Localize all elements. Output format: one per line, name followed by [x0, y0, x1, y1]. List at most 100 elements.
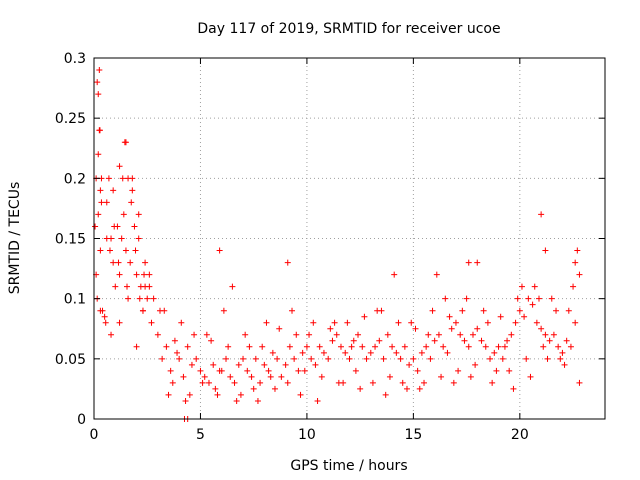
data-point — [212, 385, 219, 392]
data-point — [325, 355, 332, 362]
data-point — [148, 319, 155, 326]
data-point — [116, 319, 123, 326]
data-point — [95, 151, 102, 158]
data-point — [227, 373, 234, 380]
data-point — [561, 361, 568, 368]
data-point — [572, 259, 579, 266]
data-point — [101, 313, 108, 320]
data-point — [499, 355, 506, 362]
data-point — [382, 391, 389, 398]
data-point — [178, 319, 185, 326]
data-point — [97, 307, 104, 314]
data-point — [176, 355, 183, 362]
y-axis-label: SRMTID / TECUs — [7, 182, 23, 295]
data-point — [216, 367, 223, 374]
data-point — [386, 373, 393, 380]
data-point — [376, 337, 383, 344]
data-point — [184, 343, 191, 350]
data-point — [369, 379, 376, 386]
data-point — [96, 67, 103, 74]
data-point — [346, 355, 353, 362]
data-point — [531, 283, 538, 290]
data-point — [363, 355, 370, 362]
y-tick-label: 0.05 — [55, 352, 86, 368]
data-point — [559, 349, 566, 356]
data-point — [240, 355, 247, 362]
data-point — [291, 355, 298, 362]
data-point — [487, 355, 494, 362]
data-point — [480, 307, 487, 314]
data-point — [401, 343, 408, 350]
data-point — [474, 259, 481, 266]
y-tick-label: 0.2 — [64, 171, 86, 187]
data-point — [135, 211, 142, 218]
data-point — [284, 379, 291, 386]
data-point — [125, 175, 132, 182]
data-point — [257, 379, 264, 386]
data-point — [542, 331, 549, 338]
data-point — [146, 283, 153, 290]
data-point — [233, 397, 240, 404]
data-point — [197, 367, 204, 374]
data-point — [278, 373, 285, 380]
data-point — [389, 343, 396, 350]
data-point — [444, 349, 451, 356]
data-point — [527, 373, 534, 380]
data-point — [229, 283, 236, 290]
data-point — [142, 259, 149, 266]
data-point — [303, 343, 310, 350]
data-point — [263, 319, 270, 326]
data-point — [111, 223, 118, 230]
data-point — [110, 187, 117, 194]
data-point — [540, 343, 547, 350]
data-point — [316, 343, 323, 350]
data-point — [188, 361, 195, 368]
data-point — [163, 343, 170, 350]
data-point — [254, 397, 261, 404]
data-point — [459, 307, 466, 314]
data-point — [216, 247, 223, 254]
data-point — [310, 319, 317, 326]
data-point — [463, 295, 470, 302]
data-point — [425, 331, 432, 338]
data-point — [416, 385, 423, 392]
data-point — [523, 355, 530, 362]
data-point — [448, 325, 455, 332]
data-point — [250, 385, 257, 392]
y-tick-label: 0 — [77, 412, 86, 428]
x-tick-label: 10 — [298, 427, 316, 443]
data-point — [467, 373, 474, 380]
data-point — [193, 355, 200, 362]
y-axis-ticks: 0 0.05 0.1 0.15 0.2 0.25 0.3 — [55, 51, 605, 428]
data-point — [271, 385, 278, 392]
data-point — [491, 349, 498, 356]
data-point — [97, 247, 104, 254]
data-point — [133, 343, 140, 350]
y-tick-label: 0.15 — [55, 232, 86, 248]
data-point — [112, 283, 119, 290]
data-point — [301, 367, 308, 374]
data-point — [318, 373, 325, 380]
data-point — [121, 139, 128, 146]
data-point — [276, 325, 283, 332]
data-point — [237, 391, 244, 398]
data-point — [97, 187, 104, 194]
data-point — [174, 349, 181, 356]
data-point — [342, 349, 349, 356]
data-point — [423, 343, 430, 350]
data-point — [203, 331, 210, 338]
data-point — [201, 373, 208, 380]
data-point — [141, 271, 148, 278]
data-point — [139, 307, 146, 314]
data-point — [94, 79, 101, 86]
data-point — [455, 367, 462, 374]
data-point — [406, 361, 413, 368]
data-point — [546, 337, 553, 344]
data-point — [393, 349, 400, 356]
data-point — [518, 283, 525, 290]
data-point — [414, 367, 421, 374]
data-point — [297, 391, 304, 398]
data-point — [135, 235, 142, 242]
data-point — [457, 331, 464, 338]
